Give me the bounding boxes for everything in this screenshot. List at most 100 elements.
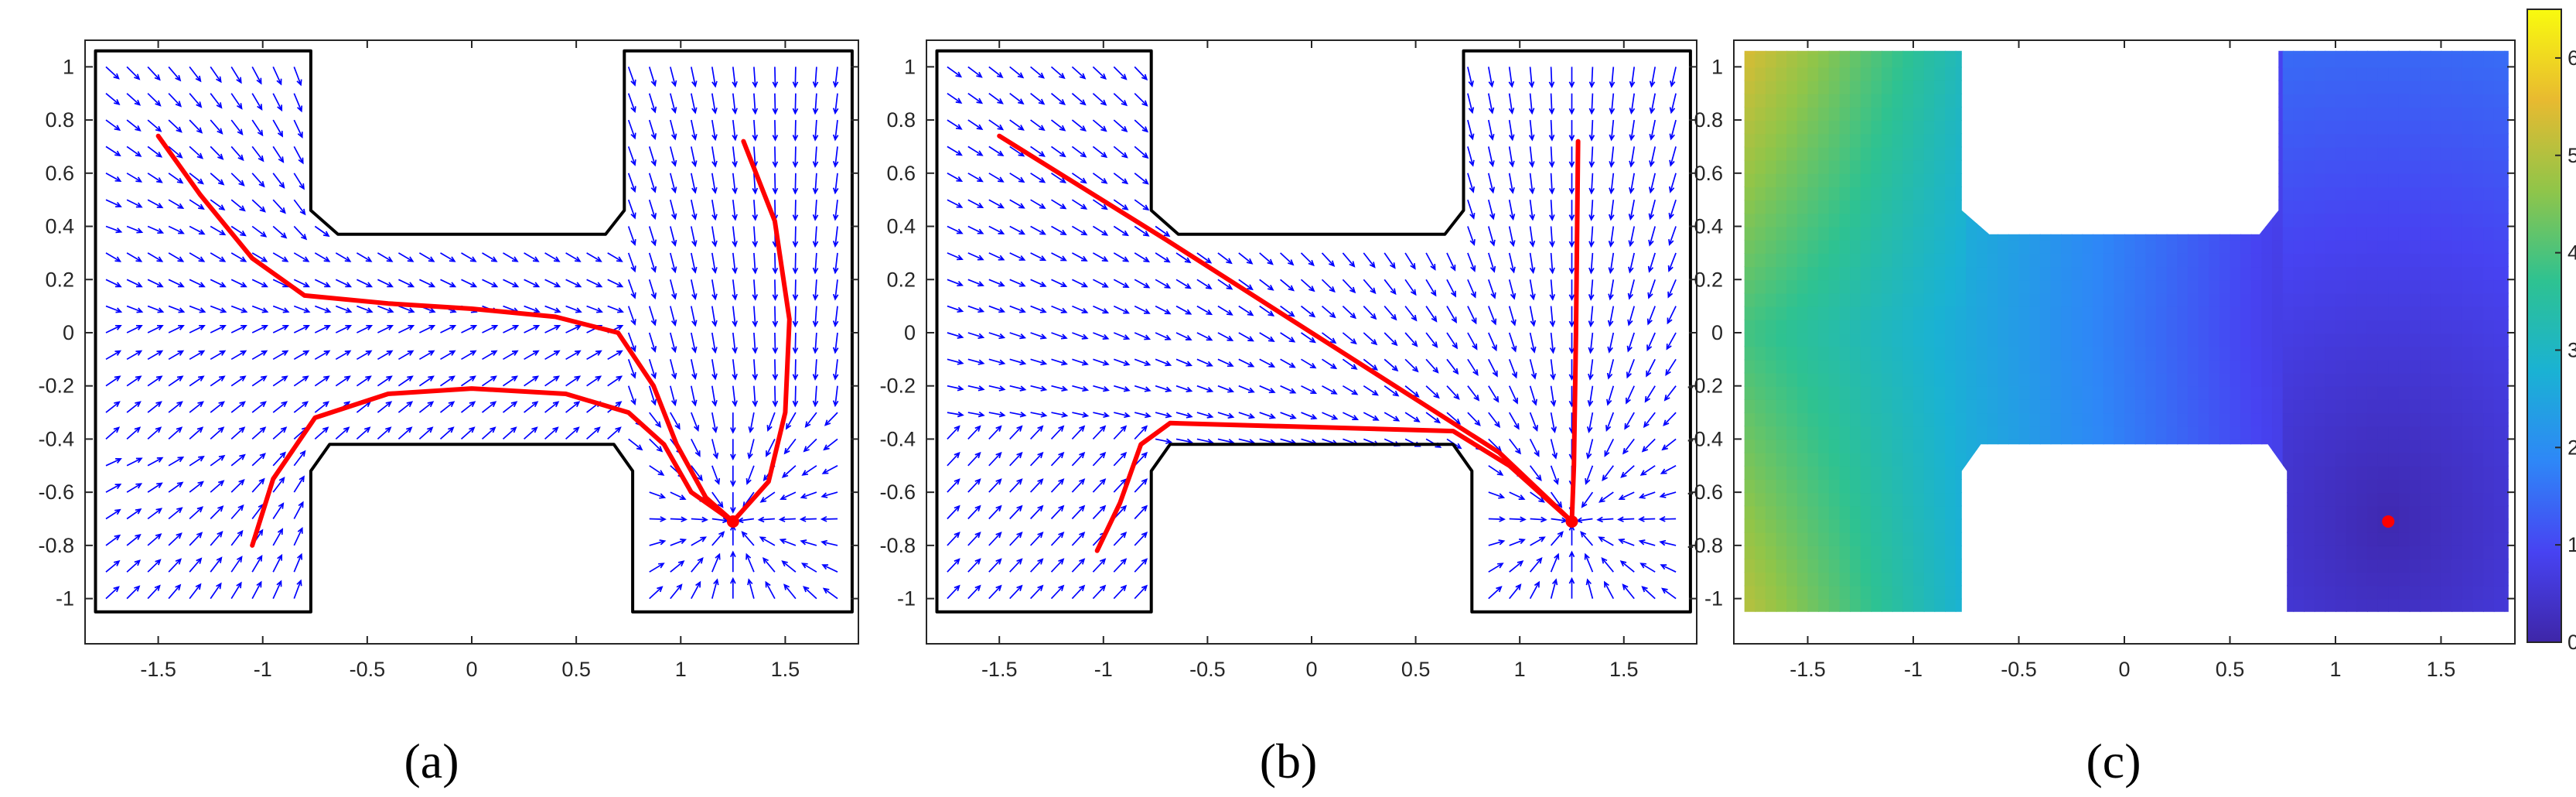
heatmap-cell	[2272, 226, 2284, 241]
field-arrow	[1113, 279, 1130, 288]
heatmap-cell	[2462, 106, 2474, 121]
heatmap-cell	[1828, 173, 1841, 187]
heatmap-cell	[2346, 585, 2358, 600]
field-arrow	[230, 324, 247, 334]
field-arrow	[1617, 516, 1635, 522]
field-arrow	[168, 401, 183, 413]
heatmap-cell	[1987, 532, 1999, 546]
heatmap-cell	[1987, 93, 1999, 108]
heatmap-cell	[2219, 186, 2231, 201]
field-arrow	[168, 532, 183, 546]
field-arrow	[627, 252, 636, 273]
field-arrow	[1217, 305, 1233, 316]
heatmap-cell	[2145, 492, 2157, 507]
x-tick-label: -1	[254, 658, 272, 681]
field-arrow	[649, 438, 664, 453]
heatmap-cell	[1755, 372, 1766, 387]
field-arrow	[189, 305, 206, 313]
heatmap-cell	[2430, 559, 2442, 573]
field-arrow	[967, 199, 984, 209]
heatmap-cell	[2261, 359, 2273, 374]
x-tick-label: 1	[675, 658, 687, 681]
heatmap-cell	[2166, 346, 2179, 361]
heatmap-cell	[2335, 186, 2347, 201]
field-arrow	[1134, 531, 1148, 546]
heatmap-cell	[1987, 252, 1999, 268]
heatmap-cell	[1744, 292, 1756, 307]
heatmap-cell	[1976, 279, 1988, 294]
field-arrow	[988, 145, 1005, 157]
heatmap-cell	[2304, 518, 2315, 533]
heatmap-cell	[2114, 279, 2125, 294]
heatmap-cell	[2209, 213, 2220, 227]
colorbar-tick-label: 3	[2567, 338, 2576, 361]
field-arrow	[126, 508, 142, 520]
heatmap-cell	[1955, 106, 1967, 121]
heatmap-cell	[1860, 252, 1872, 268]
heatmap-cell	[2177, 359, 2189, 374]
field-arrow	[1626, 385, 1635, 405]
field-arrow	[126, 533, 142, 546]
heatmap-cell	[2377, 50, 2390, 55]
heatmap-cell	[2366, 173, 2379, 187]
heatmap-cell	[2293, 598, 2305, 612]
heatmap-cell	[1828, 346, 1841, 361]
heatmap-cell	[2282, 426, 2295, 440]
heatmap-cell	[1839, 585, 1851, 600]
heatmap-cell	[2335, 252, 2347, 268]
heatmap-cell	[1934, 598, 1946, 612]
heatmap-cell	[2335, 266, 2347, 281]
field-arrow	[1238, 358, 1255, 368]
heatmap-cell	[2155, 266, 2168, 281]
heatmap-cell	[1923, 50, 1936, 55]
heatmap-cell	[2335, 67, 2347, 81]
heatmap-cell	[2483, 412, 2495, 427]
heatmap-cell	[1902, 479, 1914, 494]
field-arrow	[1659, 491, 1677, 498]
field-arrow	[1550, 359, 1556, 381]
heatmap-cell	[2018, 479, 2031, 494]
y-tick-label: 1	[1711, 55, 1723, 78]
heatmap-cell	[1744, 266, 1756, 281]
heatmap-cell	[2018, 146, 2031, 161]
field-arrow	[711, 531, 725, 546]
heatmap-cell	[2483, 598, 2495, 612]
heatmap-cell	[2346, 106, 2358, 121]
heatmap-cell	[1955, 67, 1967, 81]
heatmap-cell	[1807, 359, 1820, 374]
heatmap-cell	[2261, 598, 2273, 612]
heatmap-cell	[2050, 80, 2063, 94]
heatmap-cell	[2304, 465, 2315, 480]
heatmap-cell	[1744, 452, 1756, 467]
heatmap-cell	[1934, 186, 1946, 201]
heatmap-cell	[2409, 518, 2421, 533]
heatmap-cell	[1966, 426, 1977, 440]
field-arrow	[1384, 385, 1400, 397]
field-arrow	[752, 359, 759, 381]
heatmap-cell	[2409, 439, 2421, 453]
heatmap-cell	[1955, 306, 1967, 320]
heatmap-cell	[1923, 518, 1936, 533]
heatmap-cell	[2441, 80, 2453, 94]
heatmap-cell	[1998, 518, 2009, 533]
heatmap-cell	[2071, 319, 2083, 334]
heatmap-cell	[2293, 333, 2305, 347]
heatmap-cell	[1923, 133, 1936, 148]
heatmap-cell	[2441, 50, 2453, 55]
field-arrow	[1009, 425, 1023, 440]
heatmap-cell	[1998, 80, 2009, 94]
heatmap-cell	[2356, 292, 2368, 307]
heatmap-cell	[2272, 292, 2284, 307]
heatmap-cell	[1744, 53, 1756, 68]
field-arrow	[230, 556, 243, 573]
heatmap-cell	[2082, 133, 2093, 148]
heatmap-cell	[2420, 93, 2431, 108]
heatmap-cell	[1934, 492, 1946, 507]
domain-boundary	[935, 49, 1692, 614]
field-arrow	[147, 93, 162, 107]
heatmap-cell	[2493, 252, 2506, 268]
heatmap-cell	[2388, 67, 2400, 81]
heatmap-cell	[2377, 53, 2390, 68]
heatmap-cell	[2124, 252, 2136, 268]
heatmap-cell	[2462, 266, 2474, 281]
